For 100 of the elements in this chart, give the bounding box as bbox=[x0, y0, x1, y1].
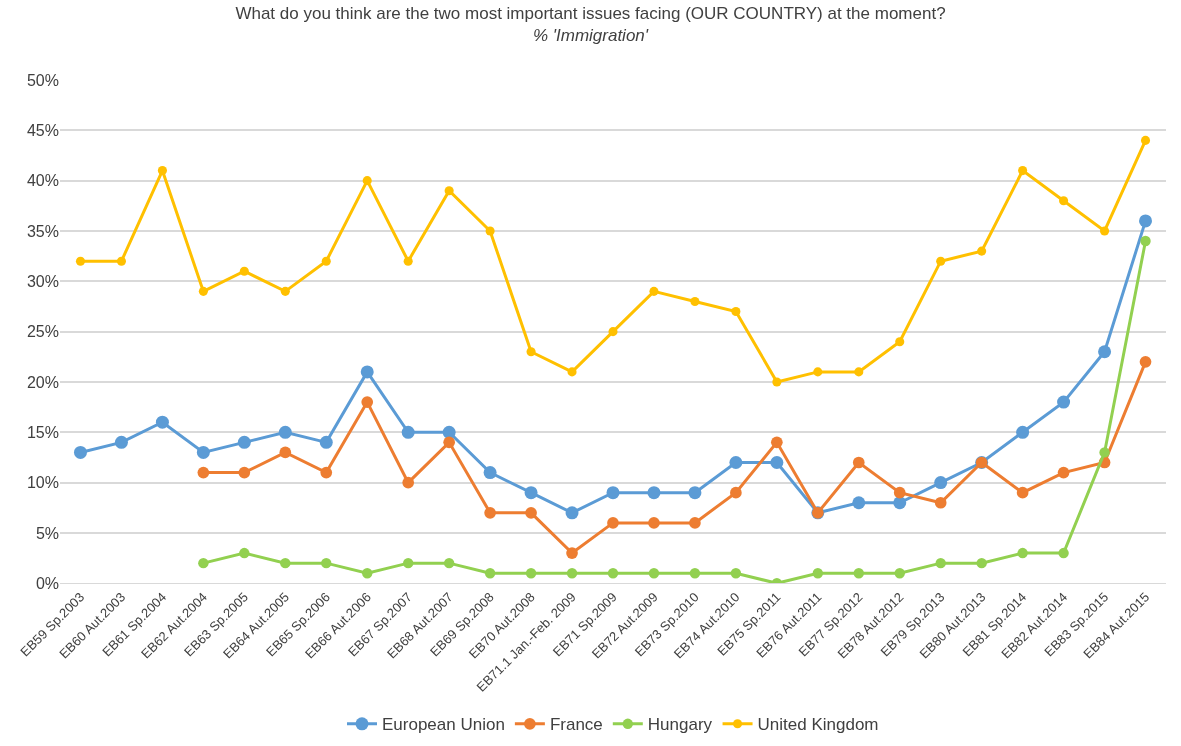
y-tick-label: 50% bbox=[26, 71, 59, 89]
point bbox=[770, 455, 784, 469]
point bbox=[893, 486, 906, 499]
point bbox=[525, 568, 537, 579]
point bbox=[401, 425, 415, 439]
point bbox=[813, 367, 823, 377]
point bbox=[567, 367, 577, 377]
point bbox=[608, 327, 618, 337]
point bbox=[977, 246, 987, 256]
point bbox=[1057, 395, 1071, 409]
point bbox=[483, 466, 497, 480]
point bbox=[1100, 226, 1110, 236]
point bbox=[362, 176, 372, 186]
point bbox=[936, 256, 946, 266]
point bbox=[239, 266, 249, 276]
point bbox=[772, 377, 782, 387]
point bbox=[197, 466, 210, 479]
point bbox=[442, 425, 456, 439]
point bbox=[198, 286, 208, 296]
point bbox=[319, 435, 333, 449]
point bbox=[361, 396, 374, 408]
point bbox=[895, 337, 905, 347]
point bbox=[116, 256, 126, 266]
point bbox=[690, 296, 700, 306]
point bbox=[731, 306, 741, 317]
point bbox=[278, 425, 292, 439]
point bbox=[1057, 466, 1070, 479]
point bbox=[934, 496, 947, 509]
point bbox=[1099, 447, 1110, 458]
point bbox=[688, 486, 702, 500]
chart-subtitle: % 'Immigration' bbox=[532, 25, 649, 45]
point bbox=[935, 557, 946, 569]
point bbox=[1098, 345, 1112, 359]
point bbox=[402, 476, 415, 489]
point bbox=[1016, 425, 1030, 439]
point bbox=[853, 568, 864, 579]
point bbox=[771, 436, 783, 449]
legend-label: France bbox=[549, 715, 603, 735]
y-tick-label: 0% bbox=[35, 574, 59, 592]
y-tick-label: 25% bbox=[26, 323, 59, 341]
point bbox=[1059, 196, 1069, 206]
y-tick-label: 15% bbox=[26, 423, 59, 441]
chart-title: What do you think are the two most important issues facing (OUR COUNTRY) at the moment? bbox=[235, 3, 946, 23]
point bbox=[648, 517, 660, 529]
point bbox=[360, 365, 374, 379]
legend-label: Hungary bbox=[647, 715, 713, 735]
point bbox=[729, 455, 743, 469]
point bbox=[606, 486, 620, 500]
point bbox=[280, 286, 290, 296]
point bbox=[1140, 135, 1151, 145]
point bbox=[1018, 166, 1028, 176]
point bbox=[196, 445, 210, 459]
point bbox=[1140, 235, 1151, 247]
y-tick-label: 45% bbox=[26, 121, 59, 139]
point bbox=[114, 435, 128, 449]
point bbox=[854, 367, 864, 377]
point bbox=[524, 486, 538, 500]
legend-label: European Union bbox=[382, 715, 505, 735]
point bbox=[444, 186, 454, 196]
point bbox=[75, 256, 86, 266]
point bbox=[689, 517, 701, 529]
point bbox=[237, 435, 251, 449]
point bbox=[934, 476, 948, 490]
point bbox=[1017, 547, 1028, 559]
point bbox=[976, 557, 987, 569]
point bbox=[485, 226, 495, 236]
point bbox=[443, 557, 455, 569]
point bbox=[893, 496, 907, 510]
point bbox=[894, 568, 905, 579]
point bbox=[402, 557, 414, 569]
y-tick-label: 40% bbox=[26, 172, 59, 190]
point bbox=[812, 568, 824, 579]
point bbox=[647, 486, 661, 500]
point bbox=[525, 506, 537, 519]
point bbox=[484, 568, 496, 579]
point bbox=[566, 568, 578, 579]
point bbox=[730, 486, 742, 499]
point bbox=[526, 347, 536, 357]
point bbox=[443, 436, 455, 449]
point bbox=[280, 557, 291, 569]
point bbox=[320, 466, 333, 479]
y-tick-label: 30% bbox=[26, 272, 59, 290]
point bbox=[566, 547, 578, 559]
point bbox=[403, 256, 413, 266]
point bbox=[730, 568, 742, 579]
point bbox=[198, 557, 209, 569]
point bbox=[484, 506, 496, 519]
point bbox=[852, 456, 865, 469]
point bbox=[852, 496, 866, 510]
point bbox=[321, 256, 331, 266]
point bbox=[1139, 214, 1153, 228]
point bbox=[607, 568, 619, 579]
point bbox=[648, 568, 660, 579]
point bbox=[321, 557, 332, 569]
point bbox=[239, 547, 250, 559]
point bbox=[155, 415, 169, 429]
y-tick-label: 35% bbox=[26, 222, 59, 240]
point bbox=[1058, 547, 1069, 559]
point bbox=[73, 445, 87, 459]
point bbox=[157, 166, 167, 176]
